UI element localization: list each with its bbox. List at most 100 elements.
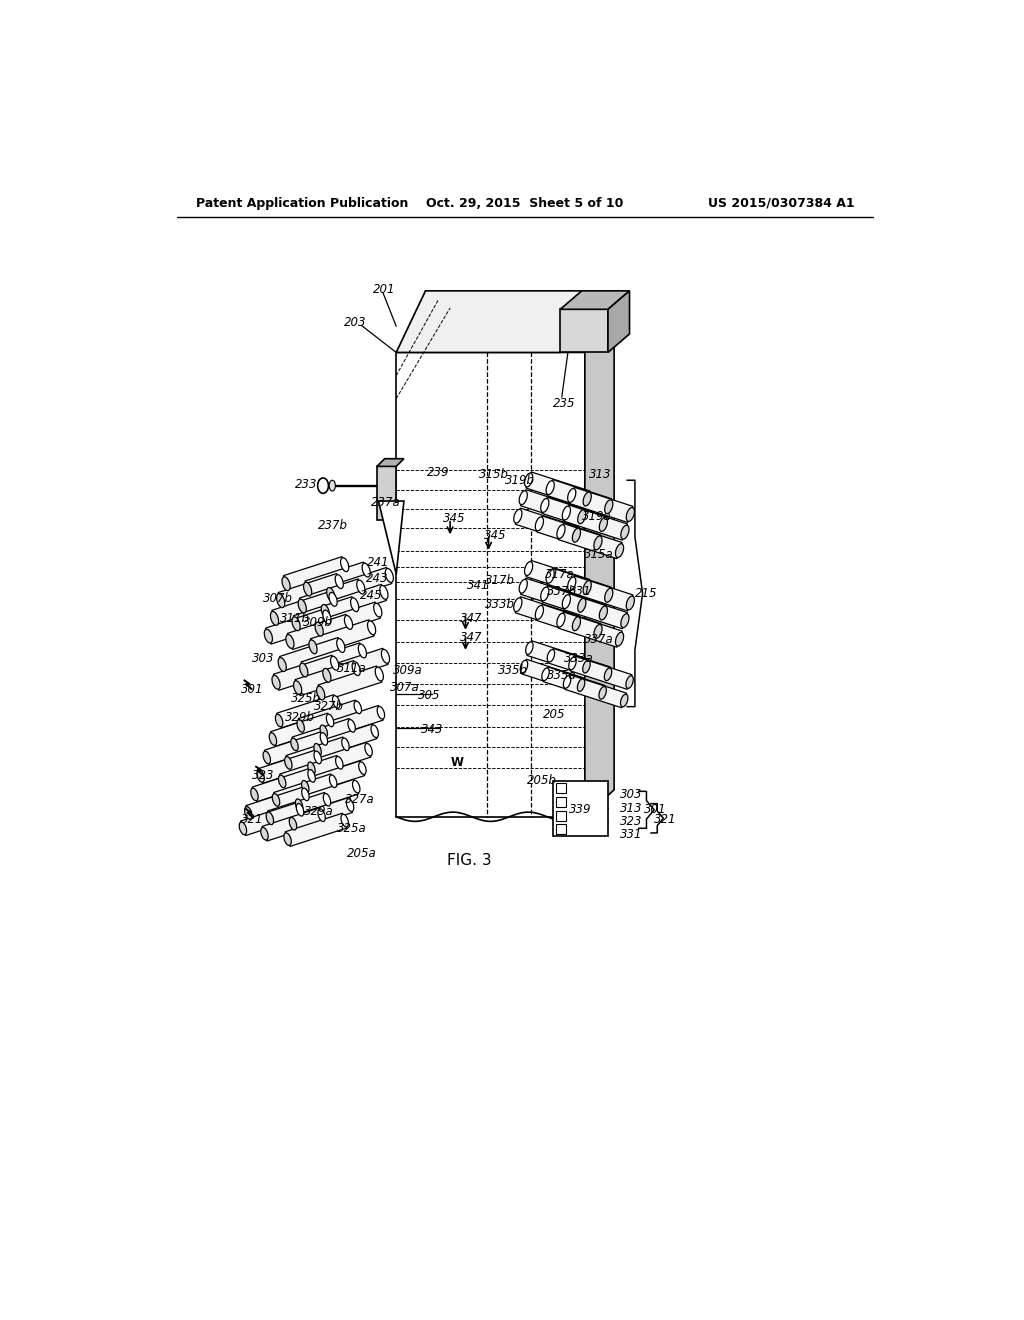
Polygon shape: [272, 591, 336, 627]
Text: 241: 241: [368, 556, 390, 569]
Text: 313: 313: [589, 467, 611, 480]
Polygon shape: [301, 643, 365, 678]
Ellipse shape: [358, 644, 367, 657]
Ellipse shape: [557, 614, 565, 627]
Polygon shape: [270, 713, 333, 746]
Text: 319b: 319b: [505, 474, 536, 487]
Polygon shape: [241, 803, 302, 836]
Polygon shape: [558, 612, 623, 647]
Polygon shape: [294, 597, 357, 632]
Ellipse shape: [572, 528, 581, 543]
Ellipse shape: [251, 788, 258, 801]
Ellipse shape: [567, 577, 575, 591]
Polygon shape: [273, 655, 337, 690]
Ellipse shape: [308, 762, 315, 775]
Ellipse shape: [519, 579, 527, 593]
Ellipse shape: [358, 762, 367, 775]
Text: 307b: 307b: [263, 593, 294, 606]
Ellipse shape: [344, 615, 352, 630]
Text: 337a: 337a: [584, 634, 613, 647]
Ellipse shape: [546, 569, 554, 583]
Text: 335b: 335b: [498, 664, 527, 677]
Polygon shape: [543, 667, 605, 700]
Ellipse shape: [514, 598, 522, 611]
Ellipse shape: [314, 751, 322, 764]
Ellipse shape: [615, 544, 624, 557]
Text: 335a: 335a: [547, 669, 577, 682]
Ellipse shape: [567, 488, 575, 503]
Ellipse shape: [605, 589, 612, 602]
Text: 347: 347: [461, 611, 483, 624]
Ellipse shape: [295, 799, 303, 812]
Ellipse shape: [519, 491, 527, 504]
Polygon shape: [542, 498, 606, 532]
Polygon shape: [286, 737, 348, 770]
Polygon shape: [316, 602, 380, 638]
Ellipse shape: [605, 500, 612, 513]
Polygon shape: [292, 718, 354, 751]
Ellipse shape: [578, 510, 586, 524]
Ellipse shape: [284, 833, 291, 845]
Ellipse shape: [317, 478, 329, 494]
Text: 205b: 205b: [526, 774, 557, 787]
Text: 333b: 333b: [485, 598, 515, 611]
Polygon shape: [564, 506, 628, 540]
Polygon shape: [298, 700, 360, 733]
Ellipse shape: [272, 676, 281, 689]
Ellipse shape: [341, 558, 349, 572]
Ellipse shape: [375, 667, 383, 681]
Ellipse shape: [578, 598, 586, 612]
Ellipse shape: [240, 822, 247, 834]
Polygon shape: [246, 787, 308, 820]
Ellipse shape: [385, 569, 393, 582]
Ellipse shape: [282, 577, 290, 590]
Ellipse shape: [294, 681, 302, 694]
Ellipse shape: [621, 614, 629, 627]
Text: 237b: 237b: [318, 519, 348, 532]
Ellipse shape: [275, 714, 283, 727]
Text: 205a: 205a: [347, 847, 377, 861]
Ellipse shape: [352, 661, 360, 676]
Ellipse shape: [594, 624, 602, 639]
Ellipse shape: [621, 694, 628, 706]
Ellipse shape: [541, 499, 549, 512]
Ellipse shape: [377, 706, 385, 719]
Ellipse shape: [354, 701, 361, 714]
Text: 237a: 237a: [372, 496, 401, 510]
Polygon shape: [585, 326, 614, 817]
Bar: [556, 797, 566, 807]
Polygon shape: [262, 808, 324, 841]
Ellipse shape: [514, 510, 522, 523]
Polygon shape: [560, 290, 630, 309]
Text: 325b: 325b: [291, 693, 322, 705]
Bar: [556, 783, 566, 793]
Text: 345: 345: [484, 529, 507, 543]
Text: 203: 203: [344, 315, 367, 329]
Ellipse shape: [292, 616, 300, 631]
Ellipse shape: [536, 517, 544, 531]
Ellipse shape: [562, 595, 570, 609]
Ellipse shape: [302, 788, 309, 801]
Polygon shape: [377, 459, 403, 466]
Ellipse shape: [599, 686, 606, 700]
Ellipse shape: [599, 606, 607, 620]
Ellipse shape: [330, 775, 337, 788]
Polygon shape: [564, 675, 627, 708]
Ellipse shape: [279, 775, 286, 788]
Ellipse shape: [269, 733, 276, 746]
Polygon shape: [273, 774, 336, 807]
Ellipse shape: [303, 582, 311, 597]
Ellipse shape: [380, 586, 388, 599]
Ellipse shape: [520, 660, 527, 673]
Ellipse shape: [329, 593, 337, 606]
Polygon shape: [266, 609, 330, 644]
Text: 331: 331: [620, 828, 642, 841]
Ellipse shape: [286, 635, 294, 648]
Polygon shape: [549, 648, 610, 681]
Text: W: W: [451, 756, 464, 770]
Text: 215: 215: [635, 587, 657, 601]
Ellipse shape: [291, 738, 298, 751]
Ellipse shape: [365, 743, 373, 756]
Text: 323: 323: [620, 814, 642, 828]
Ellipse shape: [315, 622, 324, 636]
